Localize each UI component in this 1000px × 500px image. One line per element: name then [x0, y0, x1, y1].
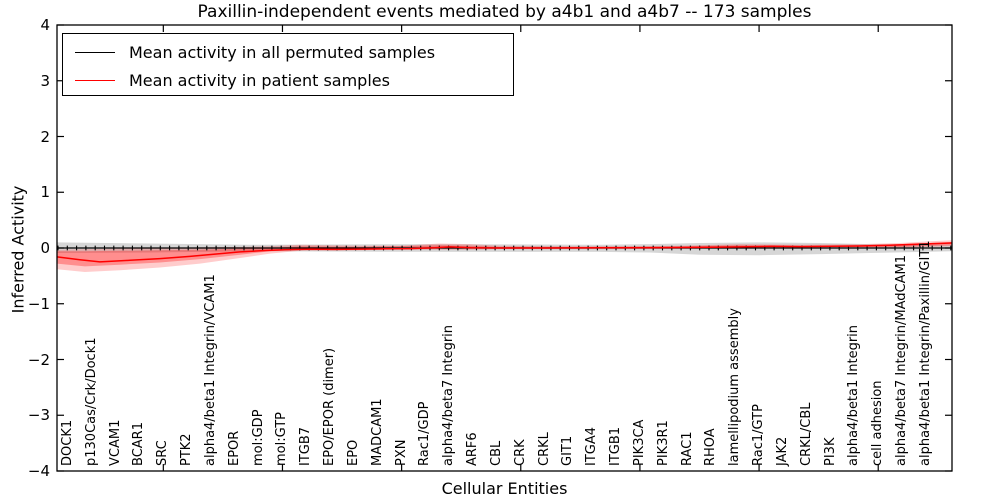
y-tick-label: 4	[40, 16, 50, 34]
x-tick-label: PTK2	[179, 433, 195, 466]
x-tick-label: MADCAM1	[369, 398, 385, 466]
x-tick-label: PIK3CA	[631, 419, 647, 466]
x-tick-label: GIT1	[560, 435, 576, 466]
x-tick-label: alpha4/beta1 Integrin	[846, 324, 862, 466]
legend-item-permuted: Mean activity in all permuted samples	[63, 38, 513, 66]
x-tick-label: mol:GDP	[250, 409, 266, 466]
patient-line-swatch	[75, 79, 115, 81]
x-tick-label: EPO/EPOR (dimer)	[322, 347, 338, 466]
legend-label-patient: Mean activity in patient samples	[129, 70, 390, 90]
x-tick-label: RAC1	[679, 431, 695, 466]
x-tick-label: PXN	[393, 439, 409, 466]
y-tick-label: 2	[40, 127, 50, 146]
legend-label-permuted: Mean activity in all permuted samples	[129, 42, 436, 62]
x-tick-label: RHOA	[703, 428, 719, 466]
x-tick-label: Rac1/GTP	[751, 404, 767, 466]
x-tick-label: ARF6	[465, 432, 481, 466]
permuted-line-swatch	[75, 51, 115, 53]
x-tick-label: PIK3R1	[655, 420, 671, 466]
x-tick-label: lamellipodium assembly	[727, 308, 743, 466]
x-tick-label: mol:GTP	[274, 412, 290, 466]
x-tick-label: SRC	[155, 440, 171, 466]
x-tick-label: VCAM1	[107, 419, 123, 466]
x-tick-label: ITGB1	[608, 426, 624, 466]
y-tick-label: −1	[27, 294, 50, 313]
x-axis-label: Cellular Entities	[441, 479, 568, 498]
x-tick-label: Rac1/GDP	[417, 401, 433, 466]
x-tick-label: EPO	[345, 439, 361, 466]
x-tick-label: BCAR1	[131, 422, 147, 466]
y-tick-label: 3	[40, 71, 50, 90]
patient-mean-line	[56, 242, 953, 263]
legend: Mean activity in all permuted samples Me…	[62, 33, 514, 96]
chart-title: Paxillin-independent events mediated by …	[197, 2, 812, 22]
x-tick-label: PI3K	[822, 437, 838, 466]
y-tick-label: 1	[40, 183, 50, 202]
x-tick-label: cell adhesion	[870, 380, 886, 466]
x-tick-label: alpha4/beta1 Integrin/VCAM1	[202, 274, 218, 466]
x-tick-label: CRK	[512, 439, 528, 466]
x-tick-label: DOCK1	[60, 419, 75, 466]
x-tick-label: CRKL	[536, 432, 552, 466]
x-tick-label: alpha4/beta7 Integrin/MAdCAM1	[894, 255, 910, 466]
x-tick-label: ITGA4	[584, 426, 600, 466]
x-tick-label: alpha4/beta7 Integrin	[441, 324, 457, 466]
x-tick-label: CBL	[488, 440, 504, 466]
x-tick-label: JAK2	[774, 436, 790, 466]
x-tick-label: p130Cas/Crk/Dock1	[83, 337, 99, 466]
legend-item-patient: Mean activity in patient samples	[63, 66, 513, 94]
y-tick-label: −4	[27, 462, 50, 480]
y-tick-label: −3	[27, 406, 50, 425]
x-tick-label: CRKL/CBL	[798, 402, 814, 467]
x-tick-label: ITGB7	[298, 426, 314, 466]
x-tick-label: alpha4/beta1 Integrin/Paxillin/GIT1	[917, 240, 933, 466]
y-tick-label: −2	[27, 350, 50, 369]
x-tick-label: EPOR	[226, 430, 242, 466]
y-tick-label: 0	[40, 239, 50, 257]
